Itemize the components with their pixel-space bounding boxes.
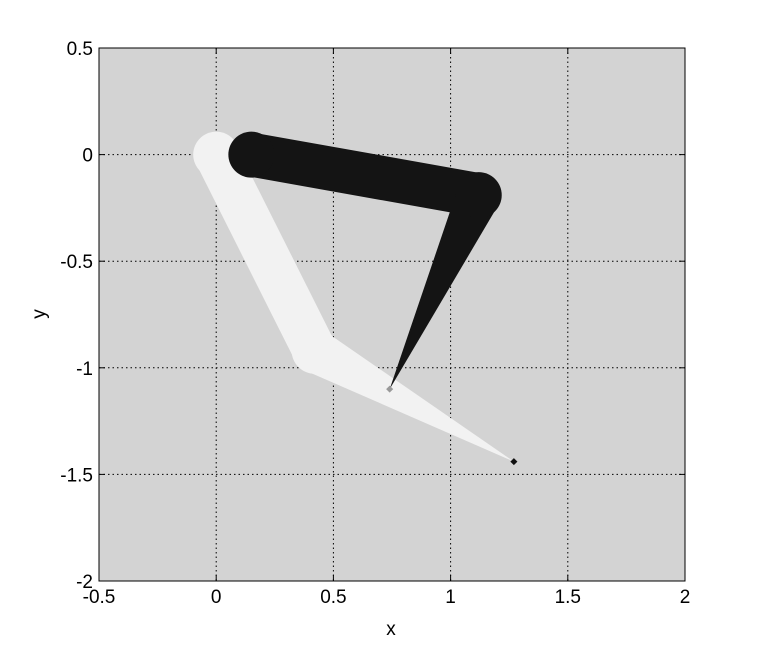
x-tick-labels: -0.5 0 0.5 1 1.5 2 — [83, 587, 691, 608]
y-tick-labels: -2 -1.5 -1 -0.5 0 0.5 — [60, 39, 93, 593]
x-axis-label: x — [386, 619, 396, 640]
arm-2-base-joint — [228, 131, 275, 178]
arm-2-link-1 — [247, 132, 483, 217]
plot-area — [99, 48, 685, 581]
x-tick-label: 1 — [445, 587, 456, 608]
y-tick-label: 0 — [82, 146, 93, 167]
arm-2-elbow-joint — [455, 172, 502, 219]
arm-1-elbow-joint — [291, 327, 338, 374]
y-tick-label: 0.5 — [67, 39, 93, 60]
x-tick-label: 2 — [680, 587, 691, 608]
arm-2-tip-marker — [386, 385, 394, 393]
arm-2 — [228, 131, 502, 393]
arm-1 — [193, 131, 518, 466]
axes-box — [98, 47, 686, 582]
y-axis-label: y — [29, 309, 50, 319]
grid — [99, 48, 685, 581]
x-tick-label: 0.5 — [320, 587, 346, 608]
arm-1-base-joint — [193, 131, 240, 178]
x-tick-label: 0 — [211, 587, 222, 608]
y-tick-label: -1 — [76, 359, 93, 380]
arm-1-link-2 — [303, 331, 514, 462]
y-tick-label: -2 — [76, 572, 93, 593]
x-tick-label: 1.5 — [555, 587, 581, 608]
arm-1-link-1 — [196, 144, 335, 361]
y-tick-label: -0.5 — [60, 252, 93, 273]
arm-1-tip-marker — [510, 458, 518, 466]
links — [193, 131, 518, 466]
ticks — [98, 47, 686, 582]
arm-2-link-2 — [389, 185, 499, 390]
y-tick-label: -1.5 — [60, 465, 93, 486]
x-tick-label: -0.5 — [83, 587, 116, 608]
